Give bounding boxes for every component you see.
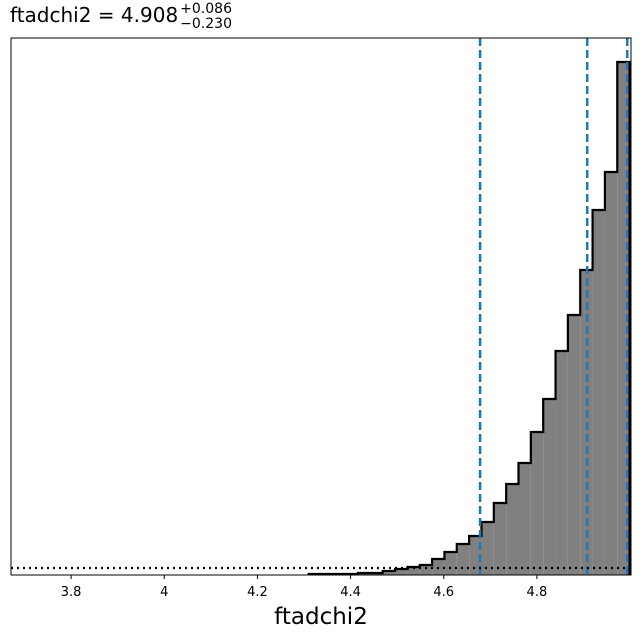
x-tick-label: 4.2 [247,585,268,600]
x-tick-label: 4.6 [433,585,454,600]
x-tick-label: 3.8 [61,585,82,600]
bar [444,552,457,575]
bar [518,463,531,575]
bar [592,210,605,575]
plot-frame [10,37,632,576]
bar [604,172,618,575]
bar [395,569,408,575]
bar [419,565,433,575]
bar [382,571,396,575]
chart-title: ftadchi2 = 4.908 [10,3,178,27]
bar [469,536,482,575]
bar [555,351,568,575]
bar [530,432,544,575]
x-tick-label: 4 [160,585,168,600]
x-axis-label: ftadchi2 [274,604,368,630]
histogram-outline [307,60,631,576]
x-tick-label: 4.4 [340,585,361,600]
bar [543,399,556,575]
bar [407,567,420,575]
x-tick-label: 4.8 [527,585,548,600]
bar [456,544,470,575]
bar [493,503,507,575]
bar [567,315,581,575]
title-main: ftadchi2 = 4.908 [10,3,178,27]
title-upper: +0.086 [180,1,232,17]
title-lower: −0.230 [180,16,232,32]
bar [481,522,494,575]
bar [506,484,519,575]
